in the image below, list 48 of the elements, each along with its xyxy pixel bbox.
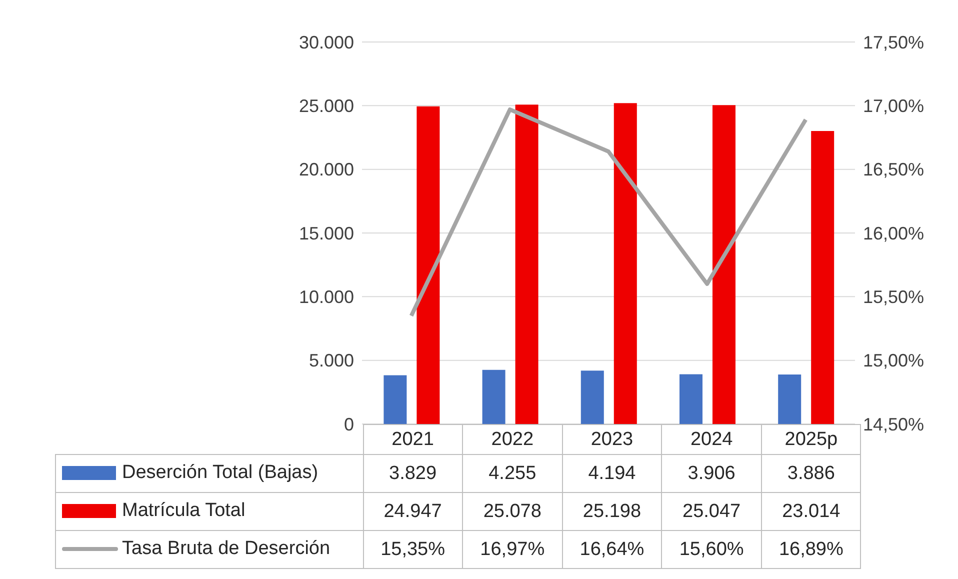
y-tick-label: 15.000 <box>298 223 354 244</box>
y2-tick-label: 16,50% <box>863 160 924 180</box>
bar <box>614 103 637 424</box>
legend-label: Matrícula Total <box>121 500 246 522</box>
bar <box>416 106 440 424</box>
bar <box>515 104 538 424</box>
data-label: 24.947 <box>363 492 463 530</box>
y2-tick-label: 17,00% <box>863 96 924 116</box>
data-label: 25.047 <box>662 492 762 530</box>
data-label: 3.829 <box>363 454 463 492</box>
data-label: 23.014 <box>761 492 861 530</box>
y2-tick-label: 16,00% <box>863 223 924 244</box>
data-label: 3.886 <box>761 454 861 492</box>
data-label: 3.906 <box>662 454 762 492</box>
y-tick-label: 5.000 <box>308 350 354 371</box>
data-label: 4.194 <box>562 454 662 492</box>
y-tick-label: 25.000 <box>298 96 354 116</box>
bar <box>712 105 736 424</box>
y-tick-label: 10.000 <box>298 287 354 308</box>
bar <box>811 130 834 424</box>
bar <box>778 374 802 424</box>
data-label: 16,64% <box>562 530 662 568</box>
y2-tick-label: 15,50% <box>863 287 924 308</box>
y-tick-label: 30.000 <box>298 32 354 52</box>
y-tick-label: 20.000 <box>298 160 354 180</box>
data-label: 25.078 <box>462 492 562 530</box>
x-tick-label: 2025p <box>761 424 861 454</box>
y-tick-label: 0 <box>344 414 354 434</box>
bar <box>482 370 506 424</box>
data-label: 4.255 <box>462 454 562 492</box>
y2-tick-label: 17,50% <box>863 32 924 52</box>
y2-tick-label: 14,50% <box>863 414 924 434</box>
data-label: 15,35% <box>363 530 463 568</box>
legend-label: Deserción Total (Bajas) <box>121 462 318 484</box>
x-tick-label: 2021 <box>363 424 463 454</box>
data-label: 16,97% <box>462 530 562 568</box>
x-tick-label: 2023 <box>562 424 662 454</box>
bar <box>679 374 702 424</box>
data-label: 25.198 <box>562 492 662 530</box>
x-tick-label: 2024 <box>662 424 762 454</box>
x-tick-label: 2022 <box>462 424 562 454</box>
legend-label: Tasa Bruta de Deserción <box>121 538 330 560</box>
bar <box>384 375 407 424</box>
y2-tick-label: 15,00% <box>863 350 924 371</box>
data-label: 15,60% <box>662 530 762 568</box>
bar <box>580 370 604 424</box>
data-label: 16,89% <box>761 530 861 568</box>
line-series <box>409 107 808 318</box>
